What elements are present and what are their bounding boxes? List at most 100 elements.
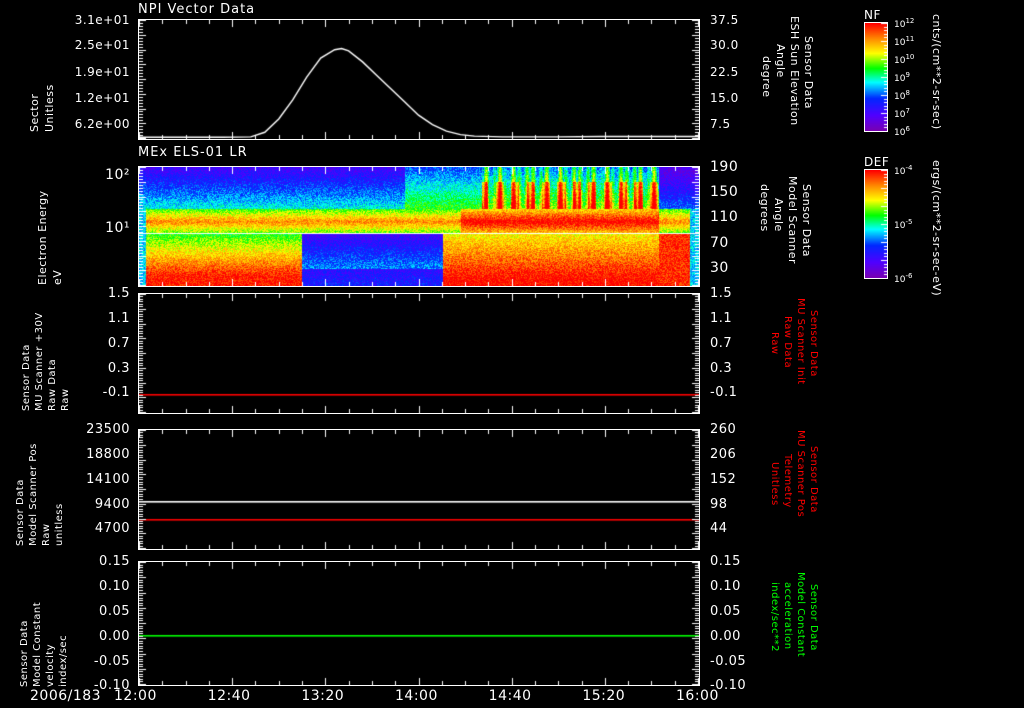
ytick-els-right: 70 [710, 235, 729, 251]
colorbar-tick-label: 107 [894, 107, 910, 120]
ytick-scanpos-left: 23500 [86, 422, 130, 437]
right-label-line: degree [760, 56, 773, 98]
time-tick-label: 16:00 [676, 688, 719, 704]
right-label-line: Unitless [769, 462, 780, 506]
ytick-npi-right: 30.0 [710, 38, 739, 52]
colorbar-tick-label: 106 [894, 125, 910, 138]
left-label-line: MU Scanner +30V [34, 312, 45, 411]
right-label-line: ESH Sun Elevation [788, 16, 801, 126]
left-label-line: unitless [54, 503, 65, 546]
colorbar-tick-label: 10-6 [894, 272, 913, 285]
date-label: 2006/183 [30, 688, 102, 704]
time-tick-label: 13:20 [301, 688, 345, 704]
colorbar-def-title: DEF [864, 155, 890, 169]
colorbar-unit-line: ergs/(cm**2-sr-sec-eV) [930, 160, 943, 297]
right-label-line: Model Scanner [786, 176, 799, 265]
ytick-scanpos-right: 98 [710, 497, 728, 512]
ytick-velocity-right: -0.05 [710, 654, 747, 669]
ytick-npi-left: 2.5e+01 [74, 38, 130, 52]
left-label-line: Sensor Data [15, 479, 26, 546]
time-tick-label: 12:00 [114, 688, 157, 704]
ytick-npi-left: 6.2e+00 [74, 117, 130, 131]
right-label-line: acceleration [782, 582, 793, 650]
ytick-mu30v-left: 0.7 [107, 336, 130, 351]
ytick-mu30v-left: -0.1 [102, 385, 130, 400]
ytick-npi-right: 7.5 [710, 117, 731, 131]
panel-mu30v-plot [139, 294, 699, 413]
ytick-scanpos-left: 14100 [86, 472, 130, 487]
ytick-velocity-right: 0.15 [710, 554, 741, 569]
left-label-line: eV [51, 269, 64, 285]
ytick-scanpos-right: 44 [710, 521, 728, 536]
time-tick-label: 14:00 [395, 688, 438, 704]
ytick-npi-left: 1.2e+01 [74, 91, 130, 105]
ytick-els-right: 190 [710, 159, 739, 175]
ytick-mu30v-right: 0.3 [710, 361, 733, 376]
panel-velocity-plot [139, 562, 699, 685]
ytick-scanpos-right: 260 [710, 422, 737, 437]
time-tick-label: 12:40 [207, 688, 251, 704]
ytick-els-right: 150 [710, 184, 739, 200]
ytick-scanpos-left: 18800 [86, 447, 130, 462]
right-label-line: Sensor Data [800, 184, 813, 257]
ytick-velocity-left: -0.05 [93, 654, 130, 669]
left-label-line: Raw Data [47, 358, 58, 411]
colorbar-tick-label: 108 [894, 89, 910, 102]
ytick-mu30v-right: 1.1 [710, 311, 733, 326]
left-label-line: velocity [45, 643, 56, 687]
ytick-velocity-left: 0.05 [99, 604, 130, 619]
ytick-velocity-left: -0.10 [93, 678, 130, 693]
panel-title-npi: NPI Vector Data [138, 2, 256, 17]
ytick-scanpos-right: 152 [710, 472, 737, 487]
right-label-line: Sensor Data [802, 36, 815, 109]
colorbar-tick-label: 1012 [894, 17, 915, 30]
panel-title-els: MEx ELS-01 LR [138, 145, 248, 160]
ytick-velocity-right: 0.10 [710, 579, 741, 594]
ytick-mu30v-right: -0.1 [710, 385, 738, 400]
panel-els-spectrogram [139, 167, 699, 286]
colorbar-tick-label: 1011 [894, 35, 915, 48]
ytick-velocity-left: 0.10 [99, 579, 130, 594]
panel-scanpos-plot [139, 430, 699, 549]
ytick-velocity-right: 0.00 [710, 629, 741, 644]
ytick-velocity-right: -0.10 [710, 678, 747, 693]
left-label-line: Model Constant [32, 601, 43, 687]
right-label-line: Angle [774, 44, 787, 78]
left-label-line: Electron Energy [36, 190, 49, 285]
ytick-mu30v-left: 0.3 [107, 361, 130, 376]
ytick-npi-left: 3.1e+01 [74, 13, 130, 27]
ytick-mu30v-right: 1.5 [710, 286, 733, 301]
ytick-scanpos-left: 4700 [94, 521, 130, 536]
ytick-mu30v-left: 1.5 [107, 286, 130, 301]
left-label-line: Raw [41, 523, 52, 546]
colorbar-tick-label: 109 [894, 71, 910, 84]
ytick-velocity-right: 0.05 [710, 604, 741, 619]
ytick-scanpos-left: 9400 [94, 497, 130, 512]
right-label-line: Sensor Data [808, 584, 819, 651]
right-label-line: Angle [772, 198, 785, 232]
right-label-line: Raw [769, 332, 780, 355]
right-label-line: Sensor Data [808, 446, 819, 513]
time-tick-label: 14:40 [488, 688, 532, 704]
left-label-line: Sector [28, 93, 41, 132]
right-label-line: index/sec**2 [769, 582, 780, 652]
time-tick-label: 15:20 [582, 688, 626, 704]
ytick-npi-right: 15.0 [710, 91, 739, 105]
ytick-npi-left: 1.9e+01 [74, 65, 130, 79]
left-label-line: Model Scanner Pos [28, 443, 39, 546]
ytick-velocity-left: 0.15 [99, 554, 130, 569]
right-label-line: degrees [758, 184, 771, 232]
left-label-line: Sensor Data [21, 344, 32, 411]
left-label-line: Raw [60, 388, 71, 411]
ytick-scanpos-right: 206 [710, 447, 737, 462]
ytick-velocity-left: 0.00 [99, 629, 130, 644]
ytick-els-right: 110 [710, 209, 739, 225]
ytick-mu30v-right: 0.7 [710, 336, 733, 351]
ytick-npi-right: 37.5 [710, 13, 739, 27]
colorbar-nf-title: NF [864, 8, 881, 22]
right-label-line: Model Constant [795, 572, 806, 658]
colorbar-nf [864, 22, 888, 132]
right-label-line: MU Scanner Init [795, 298, 806, 385]
ytick-mu30v-left: 1.1 [107, 311, 130, 326]
right-label-line: Raw Data [782, 316, 793, 369]
